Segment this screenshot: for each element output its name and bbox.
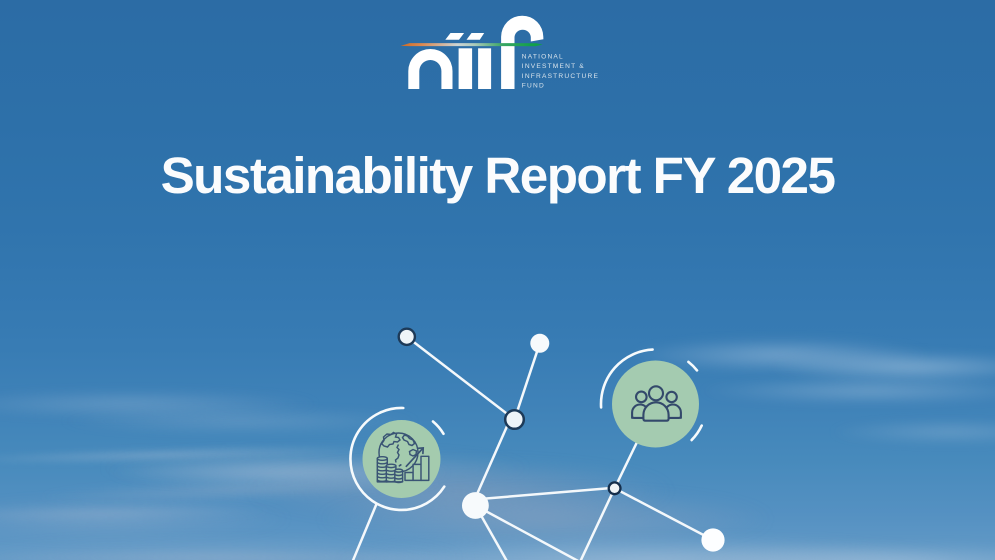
svg-text:NATIONAL: NATIONAL <box>522 53 564 60</box>
svg-text:INVESTMENT &: INVESTMENT & <box>522 63 585 70</box>
svg-text:INFRASTRUCTURE: INFRASTRUCTURE <box>522 73 599 80</box>
svg-text:FUND: FUND <box>522 83 545 90</box>
